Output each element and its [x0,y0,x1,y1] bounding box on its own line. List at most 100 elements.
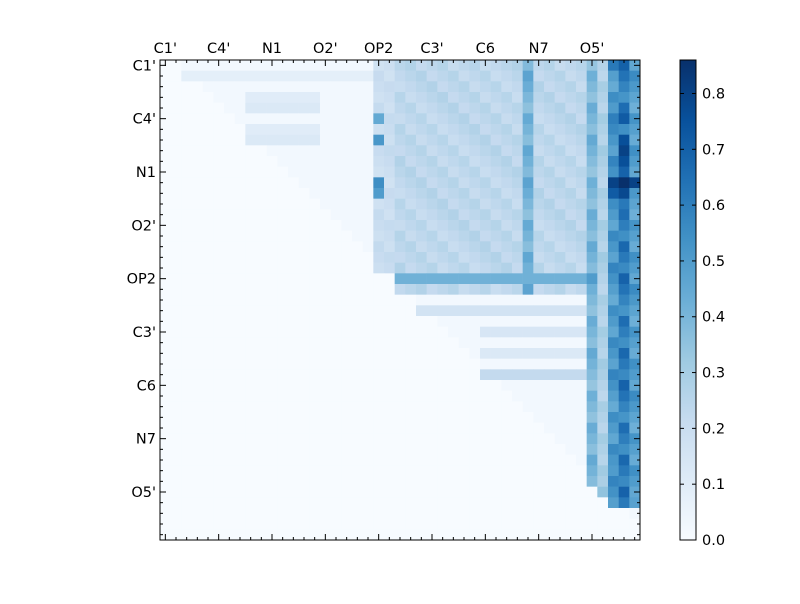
heatmap-cell [330,465,342,477]
heatmap-cell [469,156,481,167]
heatmap-cell [202,124,214,135]
heatmap-cell [298,518,310,530]
heatmap-cell [405,476,417,487]
heatmap-cell [405,433,417,445]
heatmap-cell [458,102,470,114]
heatmap-cell [330,518,342,530]
heatmap-cell [192,476,203,487]
heatmap-cell [192,262,203,274]
heatmap-cell [352,273,363,285]
heatmap-cell [181,294,193,306]
heatmap-cell [608,262,619,274]
heatmap-cell [629,401,641,413]
heatmap-cell [394,422,406,434]
heatmap-cell [192,198,203,210]
heatmap-cell [554,390,566,402]
heatmap-cell [320,209,331,221]
heatmap-cell [170,230,182,242]
heatmap-cell [586,188,598,199]
heatmap-cell [437,316,449,327]
heatmap-cell [234,529,246,541]
axis-tick-labels: C1'C1'C4'C4'N1N1O2'O2'OP2OP2C3'C3'C6C6N7… [127,41,605,501]
heatmap-cell [490,497,502,509]
heatmap-cell [213,316,225,327]
heatmap-cell [469,230,481,242]
heatmap-cell [288,529,299,541]
heatmap-cell [160,252,171,263]
heatmap-cell [192,518,203,530]
heatmap-cell [544,102,555,114]
heatmap-cell [544,294,555,306]
heatmap-cell [170,220,182,231]
heatmap-cell [213,326,225,338]
heatmap-cell [458,380,470,391]
heatmap-cell [565,294,577,306]
heatmap-cell [373,401,385,413]
heatmap-cell [288,262,299,274]
colorbar-tick-label: 0.1 [702,477,725,493]
heatmap-cell [320,465,331,477]
heatmap-cell [213,124,225,135]
heatmap-cell [544,284,555,295]
heatmap-cell [224,113,235,125]
heatmap-cell [362,220,374,231]
heatmap-cell [384,316,395,327]
heatmap-cell [490,220,502,231]
heatmap-cell [554,113,566,125]
heatmap-cell [277,316,289,327]
heatmap-cell [480,188,491,199]
heatmap-cell [586,113,598,125]
heatmap-cell [181,486,193,498]
heatmap-cell [458,156,470,167]
heatmap-cell [576,145,587,157]
heatmap-cell [266,316,278,327]
heatmap-cell [202,326,214,338]
heatmap-cell [586,380,598,391]
heatmap-cell [405,92,417,103]
heatmap-cell [490,433,502,445]
heatmap-cell [330,412,342,423]
heatmap-cell [512,380,523,391]
heatmap-cell [213,284,225,295]
heatmap-cell [202,252,214,263]
heatmap-cell [309,497,321,509]
heatmap-cell [405,486,417,498]
heatmap-cell [234,273,246,285]
heatmap-cell [362,102,374,114]
heatmap-cell [341,273,353,285]
heatmap-cell [501,166,513,178]
heatmap-cell [394,518,406,530]
heatmap-cell [597,70,609,82]
heatmap-cell [522,198,534,210]
heatmap-cell [469,113,481,125]
heatmap-cell [224,81,235,93]
heatmap-cell [565,209,577,221]
heatmap-cell [458,497,470,509]
heatmap-cell [213,113,225,125]
heatmap-cell [181,369,193,381]
heatmap-cell [320,348,331,359]
heatmap-cell [458,220,470,231]
heatmap-cell [234,262,246,274]
heatmap-cell [629,369,641,381]
heatmap-cell [256,305,267,317]
heatmap-cell [373,273,385,285]
heatmap-cell [192,380,203,391]
heatmap-cell [384,454,395,466]
heatmap-cell [501,241,513,253]
heatmap-cell [437,198,449,210]
heatmap-cell [426,209,438,221]
heatmap-cell [576,124,587,135]
heatmap-cell [160,305,171,317]
heatmap-cell [458,508,470,519]
heatmap-cell [192,348,203,359]
heatmap-cell [298,348,310,359]
heatmap-cell [341,81,353,93]
heatmap-cell [597,252,609,263]
heatmap-cell [160,294,171,306]
heatmap-cell [490,241,502,253]
heatmap-cell [565,134,577,146]
heatmap-cell [565,326,577,338]
heatmap-cell [501,497,513,509]
heatmap-cell [373,284,385,295]
